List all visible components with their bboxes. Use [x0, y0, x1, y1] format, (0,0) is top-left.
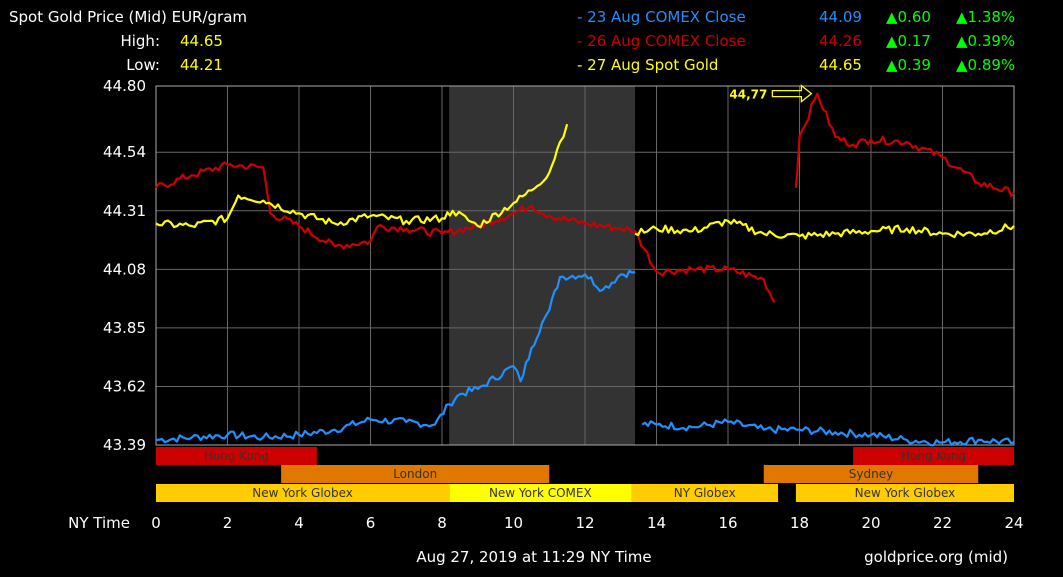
series-line [155, 123, 569, 229]
source-label: goldprice.org (mid) [864, 548, 1008, 566]
legend-entry-2: - 27 Aug Spot Gold 44.65 ▲0.39 ▲0.89% [577, 56, 1015, 74]
x-axis: 0 2 4 6 8 10 12 14 16 18 20 22 24 [151, 514, 1023, 532]
x-tick-label: 2 [223, 514, 233, 532]
session-bar-fill [449, 484, 632, 502]
session-bar: New York Globex [795, 484, 1014, 502]
x-tick-label: 6 [366, 514, 376, 532]
legend-label: - 23 Aug COMEX Close [577, 8, 746, 26]
high-label: High: [120, 32, 160, 50]
high-value: 44.65 [180, 32, 223, 50]
x-tick-label: 4 [294, 514, 304, 532]
session-bar-fill [156, 447, 317, 465]
session-label: Hong Kong [901, 449, 966, 463]
y-tick-label: 44.54 [103, 143, 146, 161]
session-label: New York Globex [252, 486, 353, 500]
legend-change: ▲0.39 [886, 56, 931, 74]
annotation-arrow [771, 84, 813, 103]
session-bar: Hong Kong [853, 447, 1014, 465]
annotation-label: 44,77 [729, 88, 767, 102]
legend-pct: ▲0.39% [956, 32, 1015, 50]
chart-title: Spot Gold Price (Mid) EUR/gram [9, 8, 247, 26]
legend-entry-0: - 23 Aug COMEX Close 44.09 ▲0.60 ▲1.38% [577, 8, 1015, 26]
legend-pct: ▲1.38% [956, 8, 1015, 26]
legend-value: 44.65 [819, 56, 862, 74]
session-bar-fill [631, 484, 779, 502]
y-axis: 44.80 44.54 44.31 44.08 43.85 43.62 43.39 [103, 77, 146, 454]
legend-label: - 26 Aug COMEX Close [577, 32, 746, 50]
session-bar-fill [281, 465, 550, 483]
low-value: 44.21 [180, 56, 223, 74]
session-bar-fill [853, 447, 1014, 465]
y-tick-label: 43.39 [103, 436, 146, 454]
x-tick-label: 22 [933, 514, 952, 532]
session-bar: London [281, 465, 550, 483]
x-tick-label: 20 [861, 514, 880, 532]
session-label: Hong Kong [204, 449, 269, 463]
x-tick-label: 24 [1004, 514, 1023, 532]
annotation: 44,77 [729, 84, 813, 103]
y-tick-label: 44.80 [103, 77, 146, 95]
session-bar: New York Globex [156, 484, 450, 502]
session-bar: Hong Kong [156, 447, 317, 465]
x-tick-label: 0 [151, 514, 161, 532]
timestamp: Aug 27, 2019 at 11:29 NY Time [416, 548, 651, 566]
x-axis-title: NY Time [68, 514, 130, 532]
legend-value: 44.26 [819, 32, 862, 50]
session-label: New York Globex [855, 486, 956, 500]
x-tick-label: 12 [575, 514, 594, 532]
legend-change: ▲0.17 [886, 32, 931, 50]
session-label: New York COMEX [489, 486, 592, 500]
x-tick-label: 16 [718, 514, 737, 532]
legend-change: ▲0.60 [886, 8, 931, 26]
session-label: London [393, 467, 437, 481]
session-bar-fill [763, 465, 979, 483]
series-group [155, 92, 1015, 447]
session-label: Sydney [849, 467, 893, 481]
x-tick-label: 18 [790, 514, 809, 532]
series-line [634, 218, 1015, 240]
session-bar: Sydney [763, 465, 979, 483]
series-line [155, 161, 776, 303]
y-tick-label: 43.62 [103, 377, 146, 395]
session-bar: NY Globex [631, 484, 779, 502]
market-sessions: Hong Kong Hong Kong London Sydney New York G… [156, 447, 1014, 502]
session-bar-fill [795, 484, 1014, 502]
legend: - 23 Aug COMEX Close 44.09 ▲0.60 ▲1.38% … [577, 8, 1015, 74]
session-bar: New York COMEX [449, 484, 632, 502]
legend-label: - 27 Aug Spot Gold [577, 56, 718, 74]
y-tick-label: 44.31 [103, 202, 146, 220]
series-line [641, 418, 1015, 447]
y-tick-label: 43.85 [103, 319, 146, 337]
x-tick-label: 10 [504, 514, 523, 532]
low-label: Low: [126, 56, 160, 74]
session-bar-fill [156, 484, 450, 502]
plot-border [155, 85, 1015, 446]
series-line [794, 92, 1015, 197]
legend-pct: ▲0.89% [956, 56, 1015, 74]
session-label: NY Globex [674, 486, 736, 500]
legend-value: 44.09 [819, 8, 862, 26]
series-line [155, 269, 636, 444]
legend-entry-1: - 26 Aug COMEX Close 44.26 ▲0.17 ▲0.39% [577, 32, 1015, 50]
comex-session-shade [449, 86, 636, 445]
x-tick-label: 14 [647, 514, 666, 532]
y-tick-label: 44.08 [103, 260, 146, 278]
x-tick-label: 8 [437, 514, 447, 532]
